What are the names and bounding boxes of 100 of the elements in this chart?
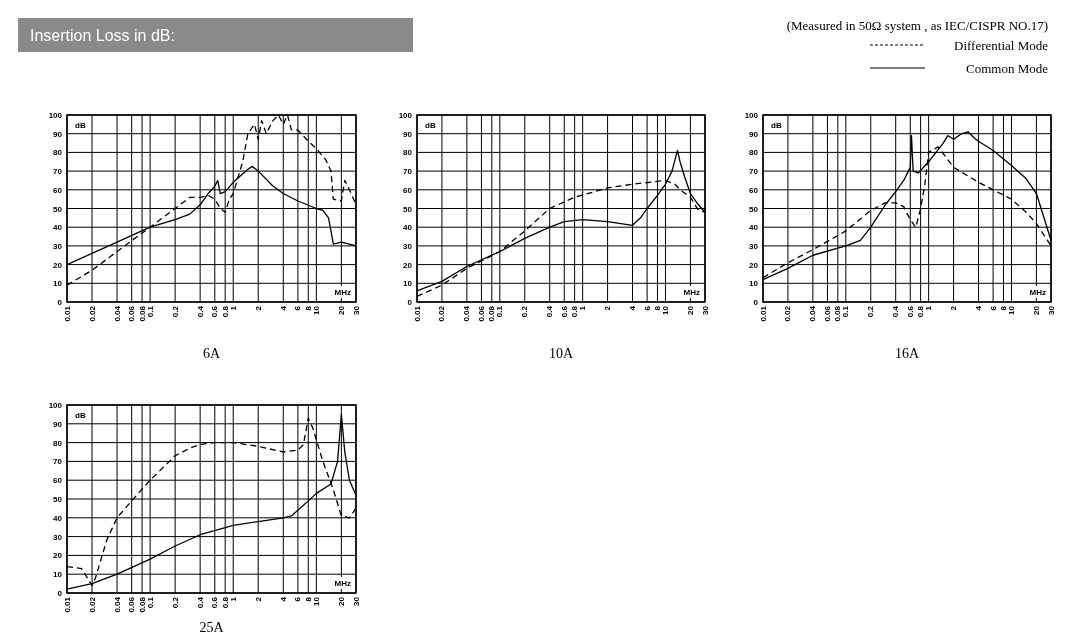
y-tick-label: 60 bbox=[749, 185, 759, 195]
y-tick-label: 70 bbox=[403, 167, 413, 177]
x-tick-label: 0.04 bbox=[808, 305, 818, 322]
text: 6A bbox=[202, 346, 221, 361]
y-tick-label: 50 bbox=[403, 204, 413, 214]
text: (Measured in 50Ω system , as IEC/CISPR NO.17) bbox=[786, 18, 1048, 33]
x-tick-label: 0.01 bbox=[62, 305, 72, 322]
x-tick-label: 0.1 bbox=[145, 305, 155, 318]
y-tick-label: 50 bbox=[53, 495, 63, 504]
x-tick-label: 0.4 bbox=[545, 305, 555, 318]
x-tick-label: 0.2 bbox=[170, 305, 180, 318]
x-tick-label: 0.02 bbox=[437, 305, 447, 322]
x-tick-label: 1 bbox=[228, 305, 238, 311]
x-tick-label: 0.04 bbox=[112, 596, 122, 613]
x-tick-label: 0.04 bbox=[112, 305, 122, 322]
x-tick-label: 2 bbox=[253, 305, 263, 311]
x-tick-label: 20 bbox=[685, 305, 695, 315]
x-tick-label: 1 bbox=[228, 596, 238, 602]
y-tick-label: 30 bbox=[53, 241, 63, 251]
x-axis-title: MHz bbox=[334, 579, 351, 588]
x-tick-label: 20 bbox=[336, 596, 346, 606]
y-tick-label: 40 bbox=[53, 513, 63, 523]
y-tick-label: 20 bbox=[53, 551, 63, 561]
y-axis-title: dB bbox=[425, 121, 436, 130]
y-tick-label: 100 bbox=[744, 111, 759, 120]
y-axis-title: dB bbox=[75, 411, 86, 420]
y-tick-label: 100 bbox=[398, 111, 413, 120]
x-tick-label: 20 bbox=[1031, 305, 1041, 315]
y-tick-label: 80 bbox=[53, 148, 63, 158]
x-axis-title: MHz bbox=[334, 288, 351, 297]
x-tick-label: 4 bbox=[278, 596, 288, 602]
x-tick-label: 0.08 bbox=[137, 596, 147, 613]
x-tick-label: 0.06 bbox=[127, 305, 137, 322]
x-tick-label: 0.4 bbox=[195, 305, 205, 318]
y-tick-label: 70 bbox=[53, 167, 63, 177]
y-tick-label: 30 bbox=[403, 241, 413, 251]
y-tick-label: 20 bbox=[749, 260, 759, 270]
y-tick-label: 70 bbox=[749, 167, 759, 177]
x-tick-label: 0.6 bbox=[210, 305, 220, 318]
x-tick-label: 2 bbox=[603, 305, 613, 311]
x-axis-title: MHz bbox=[683, 288, 700, 297]
y-tick-label: 100 bbox=[48, 401, 63, 410]
x-tick-label: 0.8 bbox=[220, 305, 230, 318]
x-tick-label: 6 bbox=[642, 305, 652, 311]
y-tick-label: 10 bbox=[749, 279, 759, 289]
x-tick-label: 0.06 bbox=[823, 305, 833, 322]
x-tick-label: 0.2 bbox=[170, 596, 180, 609]
x-tick-label: 10 bbox=[1007, 305, 1017, 315]
x-tick-label: 0.6 bbox=[905, 305, 915, 318]
y-tick-label: 80 bbox=[53, 438, 63, 448]
x-tick-label: 0.08 bbox=[487, 305, 497, 322]
x-tick-label: 1 bbox=[578, 305, 588, 311]
y-tick-label: 60 bbox=[53, 185, 63, 195]
x-tick-label: 0.1 bbox=[841, 305, 851, 318]
x-tick-label: 0.2 bbox=[866, 305, 876, 318]
x-tick-label: 8 bbox=[303, 596, 313, 602]
y-tick-label: 90 bbox=[403, 129, 413, 139]
x-tick-label: 2 bbox=[253, 596, 263, 602]
y-tick-label: 10 bbox=[53, 570, 63, 580]
y-tick-label: 90 bbox=[53, 129, 63, 139]
y-tick-label: 50 bbox=[53, 204, 63, 214]
y-tick-label: 30 bbox=[749, 241, 759, 251]
x-tick-label: 8 bbox=[303, 305, 313, 311]
x-tick-label: 0.01 bbox=[758, 305, 768, 322]
x-tick-label: 6 bbox=[293, 305, 303, 311]
y-tick-label: 40 bbox=[53, 223, 63, 233]
y-tick-label: 10 bbox=[403, 279, 413, 289]
text: 10A bbox=[548, 346, 574, 361]
x-tick-label: 4 bbox=[628, 305, 638, 311]
y-tick-label: 100 bbox=[48, 111, 63, 120]
x-tick-label: 0.1 bbox=[495, 305, 505, 318]
x-tick-label: 10 bbox=[661, 305, 671, 315]
x-tick-label: 8 bbox=[653, 305, 663, 311]
y-tick-label: 60 bbox=[53, 476, 63, 486]
x-tick-label: 10 bbox=[311, 305, 321, 315]
x-tick-label: 0.01 bbox=[62, 596, 72, 613]
x-tick-label: 2 bbox=[949, 305, 959, 311]
x-tick-label: 4 bbox=[974, 305, 984, 311]
x-tick-label: 6 bbox=[988, 305, 998, 311]
x-tick-label: 30 bbox=[351, 596, 361, 606]
x-tick-label: 0.6 bbox=[210, 596, 220, 609]
y-tick-label: 60 bbox=[403, 185, 413, 195]
x-tick-label: 0.4 bbox=[891, 305, 901, 318]
y-tick-label: 30 bbox=[53, 532, 63, 542]
y-tick-label: 40 bbox=[403, 223, 413, 233]
x-tick-label: 0.02 bbox=[87, 305, 97, 322]
text: Common Mode bbox=[966, 61, 1049, 76]
text: Insertion Loss in dB: bbox=[30, 27, 175, 44]
x-tick-label: 0.2 bbox=[520, 305, 530, 318]
y-tick-label: 20 bbox=[403, 260, 413, 270]
y-tick-label: 10 bbox=[53, 279, 63, 289]
x-axis-title: MHz bbox=[1029, 288, 1046, 297]
x-tick-label: 4 bbox=[278, 305, 288, 311]
x-tick-label: 30 bbox=[700, 305, 710, 315]
x-tick-label: 0.8 bbox=[916, 305, 926, 318]
x-tick-label: 20 bbox=[336, 305, 346, 315]
x-tick-label: 0.06 bbox=[127, 596, 137, 613]
y-tick-label: 70 bbox=[53, 457, 63, 467]
y-tick-label: 80 bbox=[749, 148, 759, 158]
x-tick-label: 1 bbox=[924, 305, 934, 311]
